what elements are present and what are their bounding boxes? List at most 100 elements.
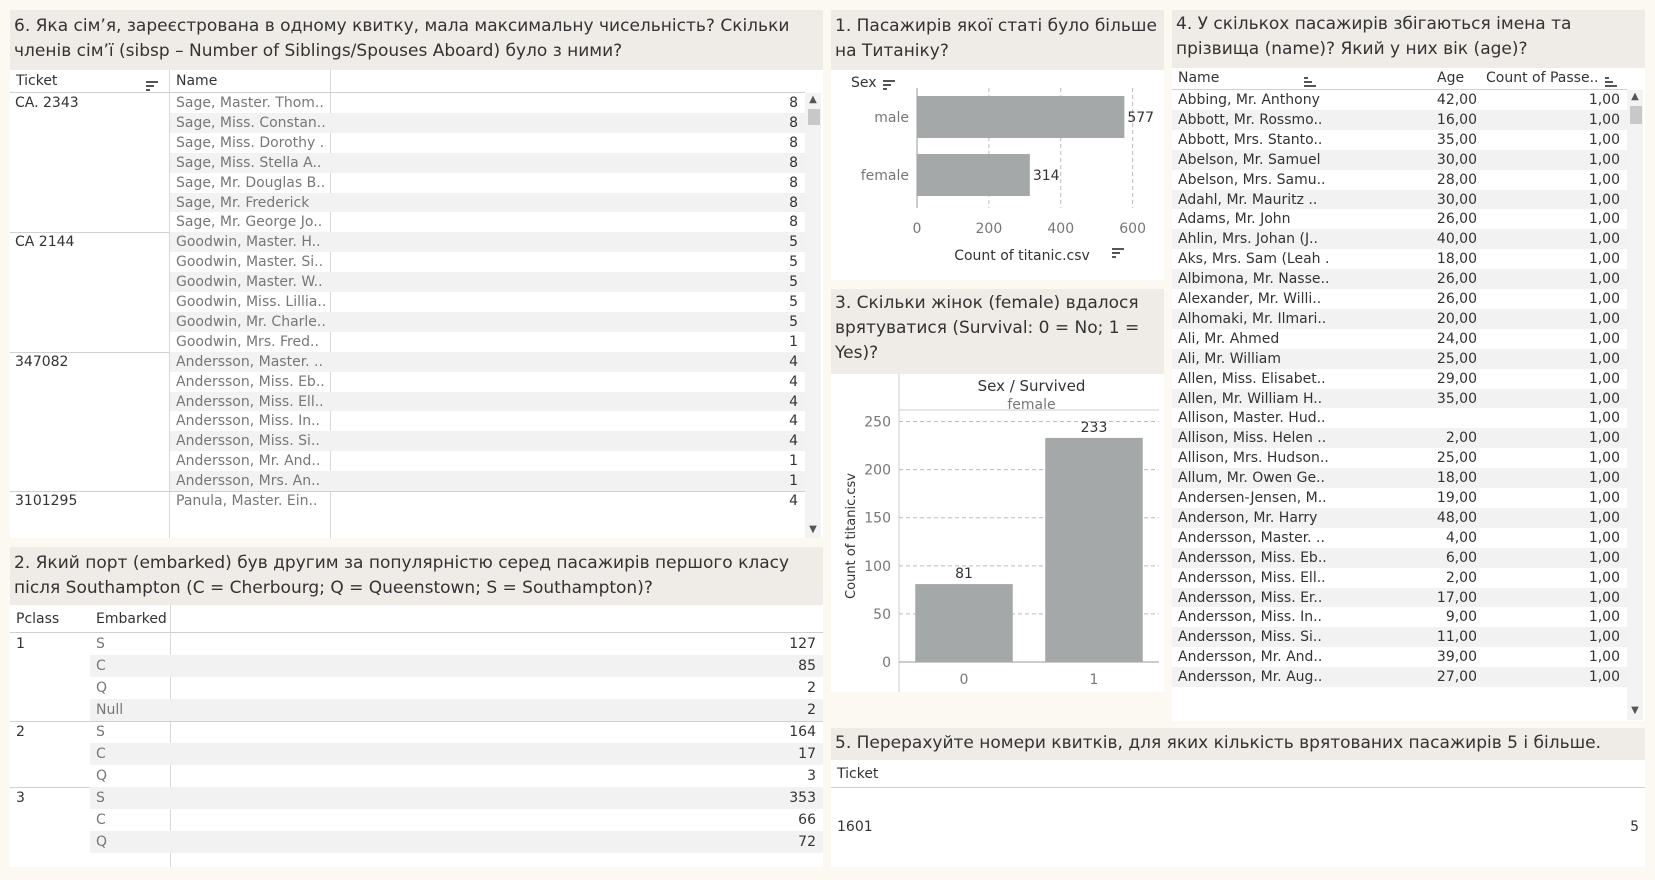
table-row[interactable]: Sage, Mr. George Jo.. 8 bbox=[10, 212, 805, 232]
table-row[interactable]: Sage, Miss. Constan.. 8 bbox=[10, 112, 805, 133]
row-stripe bbox=[170, 232, 805, 253]
table-row[interactable]: Anderson, Mr. Harry 48,00 1,00 bbox=[1172, 507, 1627, 528]
table-row[interactable]: Abbing, Mr. Anthony 42,00 1,00 bbox=[1172, 90, 1627, 110]
table-row[interactable]: Andersson, Mr. Aug.. 27,00 1,00 bbox=[1172, 667, 1627, 687]
table-row[interactable]: Null 2 bbox=[10, 699, 823, 721]
bar-male[interactable] bbox=[917, 96, 1125, 138]
name-cell: Andersson, Miss. Eb.. bbox=[1178, 549, 1327, 566]
table-row[interactable]: Andersson, Mrs. An.. 1 bbox=[10, 471, 805, 491]
sibsp-cell: 4 bbox=[789, 413, 798, 430]
table-row[interactable]: Goodwin, Mr. Charle.. 5 bbox=[10, 311, 805, 332]
table-row[interactable]: Allison, Master. Hud.. 1,00 bbox=[1172, 408, 1627, 428]
q2-col-embarked-header[interactable]: Embarked bbox=[96, 611, 167, 627]
table-row[interactable]: Andersson, Miss. In.. 4 bbox=[10, 411, 805, 431]
table-row[interactable]: Ali, Mr. Ahmed 24,00 1,00 bbox=[1172, 329, 1627, 349]
table-row[interactable]: Sage, Mr. Frederick 8 bbox=[10, 192, 805, 213]
q3-bar-chart[interactable]: 0 50 100 150 200 250 81 0 233 1 Count of titanic.c… bbox=[831, 374, 1164, 692]
table-row[interactable]: Andersson, Mr. And.. 39,00 1,00 bbox=[1172, 647, 1627, 667]
q4-col-name-header[interactable]: Name bbox=[1178, 70, 1219, 86]
table-row[interactable]: 1 S 127 bbox=[10, 633, 823, 655]
name-cell: Andersson, Miss. In.. bbox=[176, 413, 320, 430]
table-row[interactable]: 1601 5 bbox=[831, 788, 1645, 867]
q1-dim-header[interactable]: Sex bbox=[851, 75, 895, 91]
sort-icon[interactable] bbox=[1605, 72, 1617, 91]
table-row[interactable]: C 85 bbox=[10, 655, 823, 677]
table-row[interactable]: Andersson, Miss. Er.. 17,00 1,00 bbox=[1172, 587, 1627, 608]
table-row[interactable]: Albimona, Mr. Nasse.. 26,00 1,00 bbox=[1172, 269, 1627, 289]
q4-scrollbar[interactable]: ▲ ▼ bbox=[1627, 90, 1643, 720]
scroll-down-icon[interactable]: ▼ bbox=[809, 524, 817, 535]
sort-icon[interactable] bbox=[146, 76, 158, 91]
scroll-down-icon[interactable]: ▼ bbox=[1631, 705, 1639, 716]
table-row[interactable]: Abbott, Mr. Rossmo.. 16,00 1,00 bbox=[1172, 109, 1627, 130]
table-row[interactable]: Allen, Mr. William H.. 35,00 1,00 bbox=[1172, 388, 1627, 409]
bar-female[interactable] bbox=[917, 154, 1030, 196]
table-row[interactable]: CA 2144 Goodwin, Master. H.. 5 bbox=[10, 232, 805, 253]
table-row[interactable]: Andersson, Miss. Eb.. 4 bbox=[10, 372, 805, 392]
table-row[interactable]: Allum, Mr. Owen Ge.. 18,00 1,00 bbox=[1172, 468, 1627, 488]
table-row[interactable]: Ahlin, Mrs. Johan (J.. 40,00 1,00 bbox=[1172, 229, 1627, 250]
table-row[interactable]: 3101295 Panula, Master. Ein.. 4 bbox=[10, 491, 805, 511]
scroll-up-icon[interactable]: ▲ bbox=[1631, 91, 1639, 102]
q6-scroll-thumb[interactable] bbox=[808, 109, 820, 125]
q6-col-ticket-header[interactable]: Ticket bbox=[16, 73, 57, 89]
table-row[interactable]: Adams, Mr. John 26,00 1,00 bbox=[1172, 209, 1627, 229]
age-cell: 2,00 bbox=[1445, 430, 1477, 447]
row-stripe bbox=[1172, 229, 1627, 250]
table-row[interactable]: Abelson, Mrs. Samu.. 28,00 1,00 bbox=[1172, 170, 1627, 190]
table-row[interactable]: Andersson, Miss. In.. 9,00 1,00 bbox=[1172, 607, 1627, 627]
q5-table-body[interactable]: 1601 5 bbox=[831, 788, 1645, 867]
table-row[interactable]: Q 72 bbox=[10, 831, 823, 853]
table-row[interactable]: Andersson, Miss. Eb.. 6,00 1,00 bbox=[1172, 547, 1627, 568]
table-row[interactable]: 347082 Andersson, Master. .. 4 bbox=[10, 351, 805, 372]
table-row[interactable]: Goodwin, Miss. Lillia.. 5 bbox=[10, 292, 805, 312]
table-row[interactable]: Allison, Mrs. Hudson.. 25,00 1,00 bbox=[1172, 448, 1627, 468]
q2-col-pclass-header[interactable]: Pclass bbox=[16, 611, 59, 627]
q2-table-body[interactable]: 1 S 127 C 85 Q 2 Null 2 2 S 164 C 17 Q 3 3 S 353 C 66 Q 72 bbox=[10, 633, 823, 867]
table-row[interactable]: 2 S 164 bbox=[10, 721, 823, 743]
q4-col-age-header[interactable]: Age bbox=[1437, 70, 1464, 86]
table-row[interactable]: Abelson, Mr. Samuel 30,00 1,00 bbox=[1172, 149, 1627, 170]
table-row[interactable]: Abbott, Mrs. Stanto.. 35,00 1,00 bbox=[1172, 130, 1627, 150]
q6-col-name-header[interactable]: Name bbox=[176, 73, 217, 89]
table-row[interactable]: CA. 2343 Sage, Master. Thom.. 8 bbox=[10, 93, 805, 113]
table-row[interactable]: Sage, Mr. Douglas B.. 8 bbox=[10, 173, 805, 193]
table-row[interactable]: Aks, Mrs. Sam (Leah .. 18,00 1,00 bbox=[1172, 249, 1627, 269]
q6-table-body[interactable]: CA. 2343 Sage, Master. Thom.. 8 Sage, Miss.… bbox=[10, 93, 805, 538]
q4-table-body[interactable]: Abbing, Mr. Anthony 42,00 1,00 Abbott, Mr. … bbox=[1172, 90, 1627, 720]
table-row[interactable]: Goodwin, Master. Si.. 5 bbox=[10, 252, 805, 272]
table-row[interactable]: Andersson, Miss. Si.. 11,00 1,00 bbox=[1172, 627, 1627, 648]
sort-icon[interactable] bbox=[1112, 248, 1124, 258]
table-row[interactable]: Sage, Miss. Dorothy .. 8 bbox=[10, 133, 805, 153]
q5-col-ticket-header[interactable]: Ticket bbox=[837, 766, 878, 782]
table-row[interactable]: Goodwin, Master. W.. 5 bbox=[10, 272, 805, 292]
table-row[interactable]: C 66 bbox=[10, 809, 823, 831]
table-row[interactable]: Alexander, Mr. Willi.. 26,00 1,00 bbox=[1172, 289, 1627, 309]
table-row[interactable]: Andersson, Miss. Ell.. 4 bbox=[10, 391, 805, 412]
table-row[interactable]: Alhomaki, Mr. Ilmari.. 20,00 1,00 bbox=[1172, 308, 1627, 329]
q4-scroll-thumb[interactable] bbox=[1630, 106, 1642, 124]
table-row[interactable]: Adahl, Mr. Mauritz .. 30,00 1,00 bbox=[1172, 189, 1627, 210]
table-row[interactable]: C 17 bbox=[10, 743, 823, 765]
bar-survived-0[interactable] bbox=[915, 584, 1013, 662]
table-row[interactable]: Sage, Miss. Stella A.. 8 bbox=[10, 152, 805, 173]
table-row[interactable]: Andersson, Miss. Ell.. 2,00 1,00 bbox=[1172, 568, 1627, 588]
table-row[interactable]: Goodwin, Mrs. Fred.. 1 bbox=[10, 332, 805, 352]
q1-bar-chart[interactable]: male 577 female 314 0 200 400 600 Count of titan… bbox=[831, 70, 1164, 280]
table-row[interactable]: Ali, Mr. William 25,00 1,00 bbox=[1172, 348, 1627, 369]
table-row[interactable]: Andersson, Mr. And.. 1 bbox=[10, 451, 805, 471]
sort-icon[interactable] bbox=[1304, 72, 1316, 91]
sort-icon[interactable] bbox=[883, 78, 895, 90]
table-row[interactable]: Andersson, Master. .. 4,00 1,00 bbox=[1172, 528, 1627, 548]
table-row[interactable]: Andersen-Jensen, M.. 19,00 1,00 bbox=[1172, 488, 1627, 508]
table-row[interactable]: Allison, Miss. Helen .. 2,00 1,00 bbox=[1172, 428, 1627, 449]
q6-scrollbar[interactable]: ▲ ▼ bbox=[805, 93, 821, 538]
table-row[interactable]: Andersson, Miss. Si.. 4 bbox=[10, 431, 805, 452]
scroll-up-icon[interactable]: ▲ bbox=[809, 94, 817, 105]
table-row[interactable]: 3 S 353 bbox=[10, 787, 823, 809]
bar-survived-1[interactable] bbox=[1045, 437, 1143, 662]
q4-col-count-header[interactable]: Count of Passe.. bbox=[1486, 70, 1600, 86]
table-row[interactable]: Allen, Miss. Elisabet.. 29,00 1,00 bbox=[1172, 369, 1627, 389]
